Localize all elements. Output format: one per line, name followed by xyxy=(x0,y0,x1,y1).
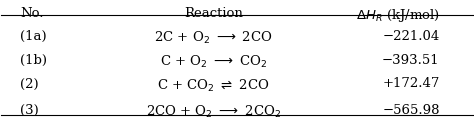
Text: (1b): (1b) xyxy=(20,54,47,67)
Text: No.: No. xyxy=(20,7,44,20)
Text: (1a): (1a) xyxy=(20,30,47,43)
Text: C + CO$_2$ $\rightleftharpoons$ 2CO: C + CO$_2$ $\rightleftharpoons$ 2CO xyxy=(157,77,270,94)
Text: −221.04: −221.04 xyxy=(383,30,439,43)
Text: +172.47: +172.47 xyxy=(382,77,439,91)
Text: −565.98: −565.98 xyxy=(382,104,439,117)
Text: Reaction: Reaction xyxy=(184,7,243,20)
Text: 2CO + O$_2$ $\longrightarrow$ 2CO$_2$: 2CO + O$_2$ $\longrightarrow$ 2CO$_2$ xyxy=(146,104,281,120)
Text: −393.51: −393.51 xyxy=(382,54,439,67)
Text: (3): (3) xyxy=(20,104,39,117)
Text: C + O$_2$ $\longrightarrow$ CO$_2$: C + O$_2$ $\longrightarrow$ CO$_2$ xyxy=(160,54,267,70)
Text: 2C + O$_2$ $\longrightarrow$ 2CO: 2C + O$_2$ $\longrightarrow$ 2CO xyxy=(154,30,273,46)
Text: (2): (2) xyxy=(20,77,39,91)
Text: $\Delta H_R$ (kJ/mol): $\Delta H_R$ (kJ/mol) xyxy=(356,7,439,24)
